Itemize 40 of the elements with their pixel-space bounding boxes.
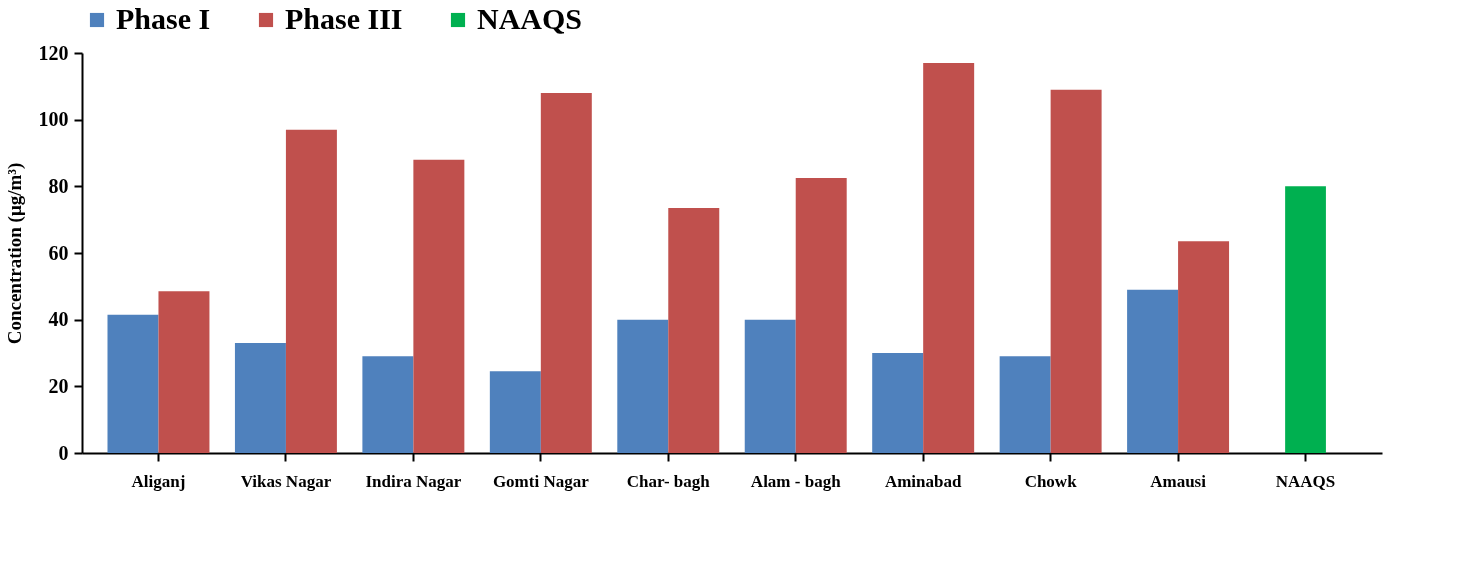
legend-label: Phase III <box>285 2 403 35</box>
x-tick-label: Indira Nagar <box>365 471 462 491</box>
y-tick-label: 0 <box>58 441 69 464</box>
x-tick-label: Gomti Nagar <box>492 471 590 491</box>
bar <box>107 314 159 453</box>
bar <box>1285 186 1326 453</box>
bar <box>540 93 592 453</box>
bar <box>923 63 975 453</box>
bar <box>489 371 541 453</box>
x-tick-label: Aliganj <box>131 471 186 491</box>
y-tick-label: 20 <box>48 374 69 397</box>
bar <box>413 159 465 453</box>
bar <box>668 208 720 453</box>
bar <box>999 356 1051 453</box>
bar <box>1127 289 1179 453</box>
bar <box>1178 241 1230 453</box>
y-axis-title: Concentration (μg/m³) <box>3 162 26 345</box>
bar <box>234 343 286 453</box>
bar <box>1050 89 1102 453</box>
x-tick-label: Amausi <box>1150 471 1207 491</box>
bar <box>872 353 924 453</box>
x-tick-label: Vikas Nagar <box>240 471 332 491</box>
bar <box>362 356 414 453</box>
x-tick-label: Chowk <box>1024 471 1078 491</box>
bar <box>795 178 847 453</box>
bar <box>744 319 796 453</box>
x-tick-label: NAAQS <box>1275 471 1336 491</box>
y-tick-label: 60 <box>48 241 69 264</box>
legend-label: Phase I <box>116 2 211 35</box>
y-tick-label: 80 <box>48 174 69 197</box>
legend-label: NAAQS <box>477 2 583 35</box>
y-tick-label: 120 <box>38 41 69 64</box>
x-tick-label: Char- bagh <box>626 471 711 491</box>
x-tick-label: Alam - bagh <box>750 471 842 491</box>
bar <box>158 291 210 453</box>
y-tick-label: 40 <box>48 308 69 331</box>
x-tick-label: Aminabad <box>884 471 962 491</box>
bar <box>617 319 669 453</box>
bar <box>285 129 337 453</box>
y-tick-label: 100 <box>38 108 69 131</box>
